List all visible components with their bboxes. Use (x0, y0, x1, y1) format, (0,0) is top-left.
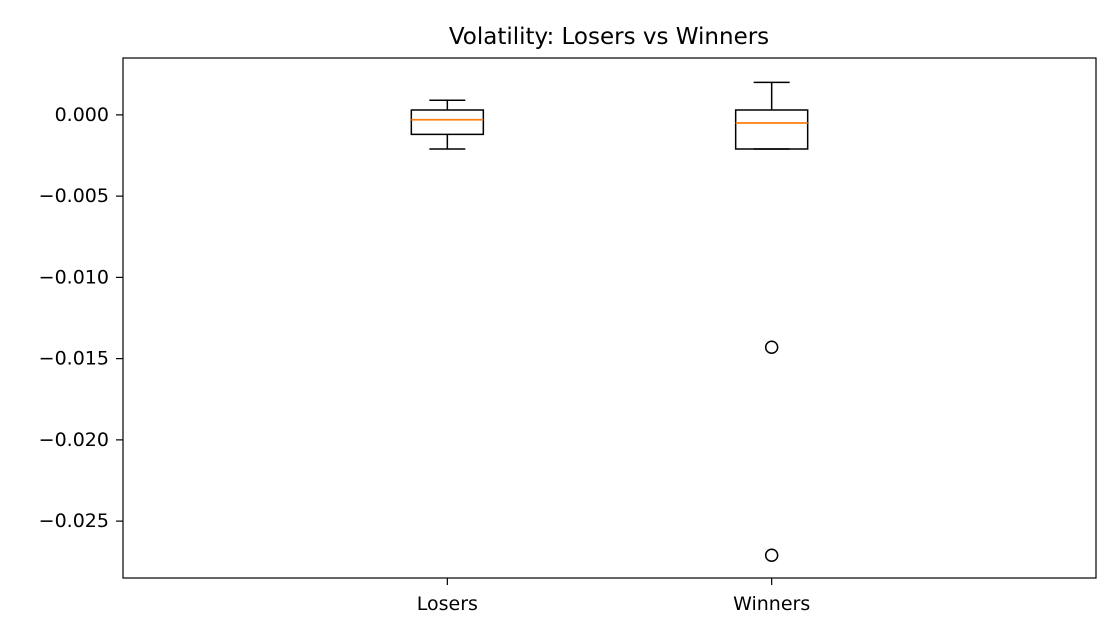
axes: 0.000 −0.005 −0.010 −0.015 −0.020 −0.025 Loser… (39, 57, 1097, 615)
box-group-losers (410, 99, 485, 150)
y-tick-label: 0.000 (55, 104, 109, 126)
y-tick-label: −0.015 (39, 348, 109, 370)
box-group-winners (734, 81, 809, 562)
chart-title: Volatility: Losers vs Winners (449, 24, 769, 50)
outlier-point (764, 340, 779, 354)
x-tick-label: Winners (733, 593, 810, 615)
y-tick-label: −0.010 (39, 266, 109, 288)
plot-frame (122, 57, 1097, 579)
iqr-box (734, 109, 809, 150)
outlier-point (764, 548, 779, 562)
x-tick-label: Losers (417, 593, 478, 615)
plot-marks (410, 81, 809, 562)
iqr-box (410, 109, 485, 136)
y-tick-label: −0.005 (39, 185, 109, 207)
y-tick-label: −0.025 (39, 510, 109, 532)
y-tick-label: −0.020 (39, 429, 109, 451)
